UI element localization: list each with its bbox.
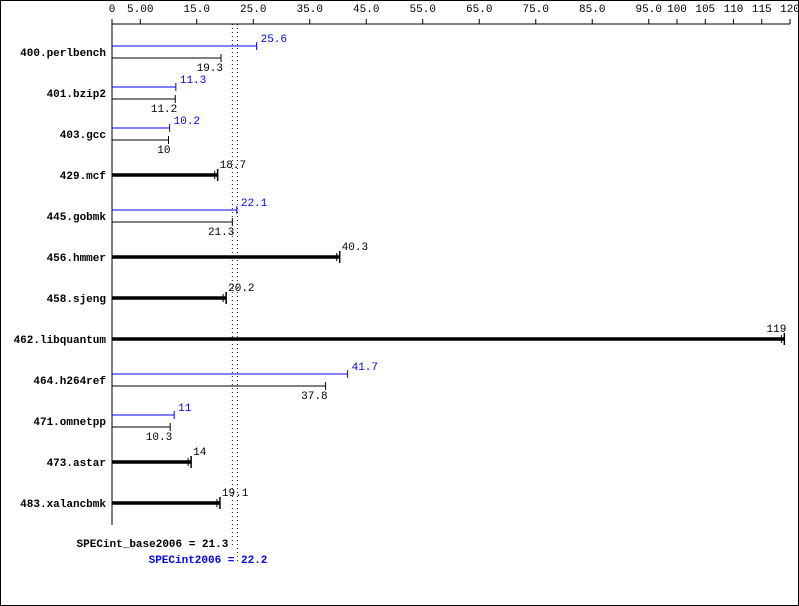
benchmark-peak-value-label: 22.1 xyxy=(241,198,268,210)
benchmark-label: 445.gobmk xyxy=(47,212,107,224)
benchmark-base-value-label: 21.3 xyxy=(208,227,234,239)
axis-tick-label: 75.0 xyxy=(523,4,549,16)
benchmark-value-label: 19.1 xyxy=(222,488,249,500)
specint-base-label: SPECint_base2006 = 21.3 xyxy=(77,539,229,551)
chart-border xyxy=(1,1,799,606)
benchmark-value-label: 14 xyxy=(193,447,207,459)
axis-tick-label: 55.0 xyxy=(410,4,436,16)
specint-peak-label: SPECint2006 = 22.2 xyxy=(149,555,268,567)
axis-tick-label: 65.0 xyxy=(466,4,492,16)
benchmark-label: 473.astar xyxy=(47,458,106,470)
axis-tick-label: 0 xyxy=(109,4,116,16)
benchmark-label: 464.h264ref xyxy=(33,376,106,388)
benchmark-label: 401.bzip2 xyxy=(47,89,106,101)
benchmark-peak-value-label: 11.3 xyxy=(180,75,206,87)
benchmark-base-value-label: 37.8 xyxy=(301,391,327,403)
benchmark-label: 456.hmmer xyxy=(47,253,106,265)
axis-tick-label: 120 xyxy=(780,4,799,16)
benchmark-value-label: 40.3 xyxy=(342,242,368,254)
axis-tick-label: 45.0 xyxy=(353,4,379,16)
benchmark-peak-value-label: 10.2 xyxy=(174,116,200,128)
axis-tick-label: 95.0 xyxy=(636,4,662,16)
axis-tick-label: 110 xyxy=(724,4,744,16)
axis-tick-label: 35.0 xyxy=(297,4,323,16)
benchmark-base-value-label: 19.3 xyxy=(197,63,223,75)
benchmark-base-value-label: 10 xyxy=(157,145,170,157)
axis-tick-label: 100 xyxy=(667,4,687,16)
benchmark-label: 429.mcf xyxy=(60,171,107,183)
axis-tick-label: 115 xyxy=(752,4,772,16)
spec-chart: 0 5.00 15.0 25.0 35.0 45.0 55.0 65.0 75.0 85.0 95.… xyxy=(0,0,799,606)
axis-tick-label: 85.0 xyxy=(579,4,605,16)
benchmark-peak-value-label: 41.7 xyxy=(352,362,378,374)
benchmark-value-label: 20.2 xyxy=(228,283,254,295)
axis-tick-label: 15.0 xyxy=(184,4,210,16)
benchmark-label: 462.libquantum xyxy=(14,335,107,347)
benchmark-label: 483.xalancbmk xyxy=(20,499,106,511)
benchmark-label: 403.gcc xyxy=(60,130,106,142)
benchmark-peak-value-label: 25.6 xyxy=(261,34,287,46)
benchmark-value-label: 18.7 xyxy=(220,160,246,172)
benchmark-base-value-label: 10.3 xyxy=(146,432,172,444)
benchmark-label: 458.sjeng xyxy=(47,294,106,306)
axis-tick-label: 105 xyxy=(695,4,715,16)
axis-tick-label: 5.00 xyxy=(127,4,153,16)
benchmark-label: 471.omnetpp xyxy=(33,417,106,429)
benchmark-label: 400.perlbench xyxy=(20,48,106,60)
benchmark-value-label: 119 xyxy=(767,324,787,336)
axis-tick-label: 25.0 xyxy=(240,4,266,16)
benchmark-base-value-label: 11.2 xyxy=(151,104,177,116)
benchmark-peak-value-label: 11 xyxy=(178,403,192,415)
